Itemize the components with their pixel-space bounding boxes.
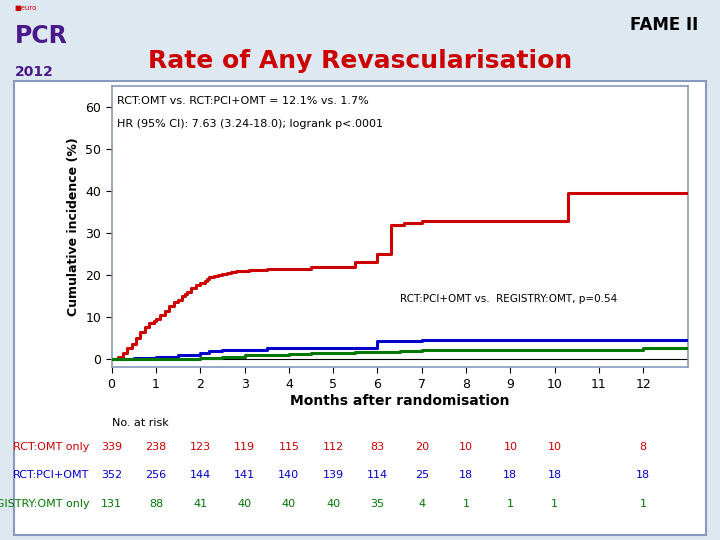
Text: 139: 139 bbox=[323, 470, 343, 480]
Text: 123: 123 bbox=[189, 442, 211, 453]
Text: 40: 40 bbox=[238, 499, 251, 509]
Text: 114: 114 bbox=[367, 470, 388, 480]
Text: FAME II: FAME II bbox=[630, 16, 698, 34]
Text: 112: 112 bbox=[323, 442, 343, 453]
Text: 1: 1 bbox=[552, 499, 558, 509]
Text: 141: 141 bbox=[234, 470, 255, 480]
Text: 10: 10 bbox=[503, 442, 518, 453]
Text: 18: 18 bbox=[548, 470, 562, 480]
Text: REGISTRY:OMT only: REGISTRY:OMT only bbox=[0, 499, 89, 509]
Text: 1: 1 bbox=[462, 499, 469, 509]
Text: RCT:OMT only: RCT:OMT only bbox=[13, 442, 89, 453]
Text: 4: 4 bbox=[418, 499, 426, 509]
Text: 18: 18 bbox=[636, 470, 650, 480]
Text: 144: 144 bbox=[189, 470, 211, 480]
Text: 1: 1 bbox=[640, 499, 647, 509]
Text: 256: 256 bbox=[145, 470, 166, 480]
Text: 20: 20 bbox=[415, 442, 429, 453]
Text: 339: 339 bbox=[101, 442, 122, 453]
Text: Rate of Any Revascularisation: Rate of Any Revascularisation bbox=[148, 49, 572, 72]
Text: 115: 115 bbox=[279, 442, 300, 453]
Text: 25: 25 bbox=[415, 470, 429, 480]
Text: 35: 35 bbox=[371, 499, 384, 509]
Text: 83: 83 bbox=[370, 442, 384, 453]
Text: 40: 40 bbox=[326, 499, 341, 509]
Text: 18: 18 bbox=[459, 470, 473, 480]
Text: 1: 1 bbox=[507, 499, 514, 509]
Text: No. at risk: No. at risk bbox=[112, 418, 168, 428]
Text: 10: 10 bbox=[548, 442, 562, 453]
Text: 119: 119 bbox=[234, 442, 255, 453]
Text: 352: 352 bbox=[101, 470, 122, 480]
Text: 41: 41 bbox=[193, 499, 207, 509]
Text: 10: 10 bbox=[459, 442, 473, 453]
Y-axis label: Cumulative incidence (%): Cumulative incidence (%) bbox=[67, 137, 80, 316]
Text: 131: 131 bbox=[101, 499, 122, 509]
Text: Months after randomisation: Months after randomisation bbox=[290, 394, 509, 408]
Text: RCT:PCI+OMT: RCT:PCI+OMT bbox=[13, 470, 89, 480]
Text: HR (95% CI): 7.63 (3.24-18.0); logrank p<.0001: HR (95% CI): 7.63 (3.24-18.0); logrank p… bbox=[117, 119, 383, 129]
Text: 8: 8 bbox=[640, 442, 647, 453]
Text: 18: 18 bbox=[503, 470, 518, 480]
Text: ■euro: ■euro bbox=[14, 5, 37, 11]
Text: 40: 40 bbox=[282, 499, 296, 509]
Text: RCT:OMT vs. RCT:PCI+OMT = 12.1% vs. 1.7%: RCT:OMT vs. RCT:PCI+OMT = 12.1% vs. 1.7% bbox=[117, 96, 369, 106]
Text: 140: 140 bbox=[278, 470, 300, 480]
Text: 238: 238 bbox=[145, 442, 166, 453]
Text: RCT:PCI+OMT vs.  REGISTRY:OMT, p=0.54: RCT:PCI+OMT vs. REGISTRY:OMT, p=0.54 bbox=[400, 294, 617, 304]
Text: 88: 88 bbox=[149, 499, 163, 509]
Text: 2012: 2012 bbox=[14, 65, 53, 79]
Text: PCR: PCR bbox=[14, 24, 67, 48]
